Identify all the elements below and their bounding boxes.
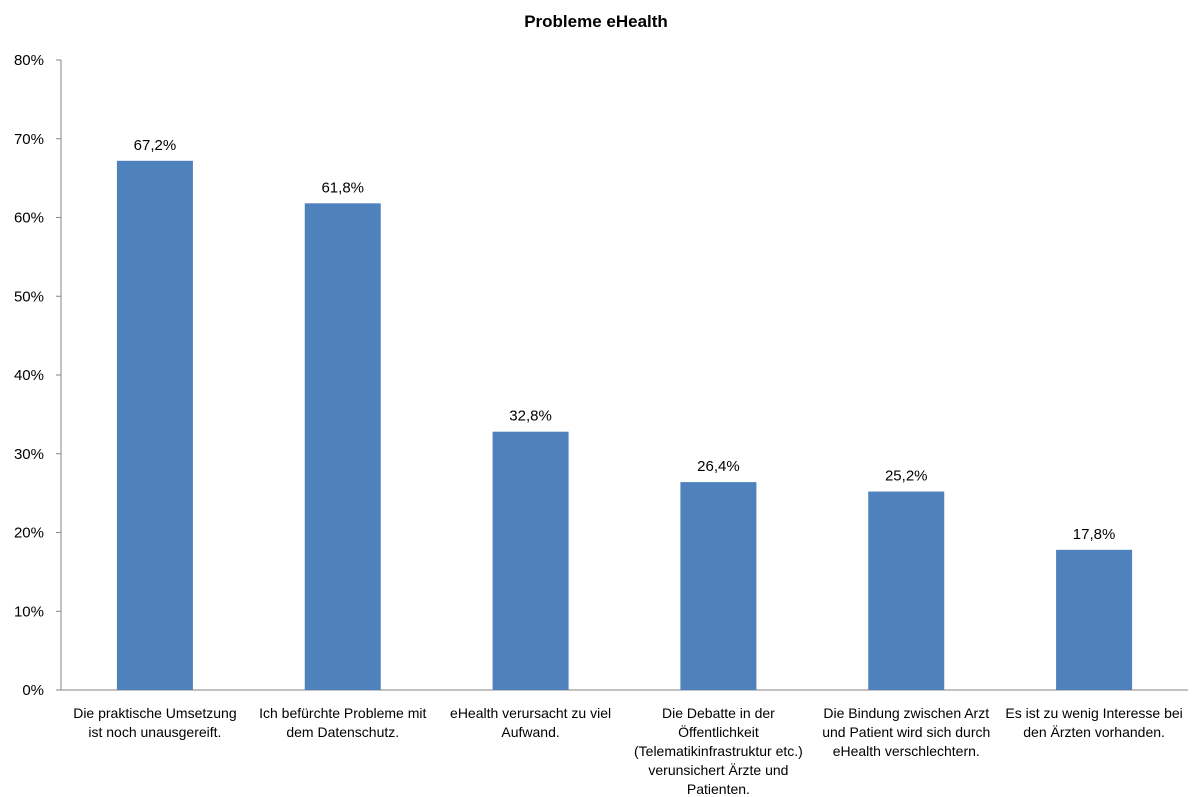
category-label-line: Ich befürchte Probleme mit <box>259 705 426 721</box>
data-label: 67,2% <box>134 137 177 154</box>
bar <box>868 491 945 690</box>
y-tick-label: 50% <box>14 288 44 305</box>
category-label: eHealth verursacht zu viel Aufwand. <box>450 705 611 740</box>
category-label-line: den Ärzten vorhanden. <box>1023 724 1165 740</box>
bar <box>1056 549 1133 690</box>
category-label-line: eHealth verursacht zu viel <box>450 705 611 721</box>
y-tick-label: 10% <box>14 603 44 620</box>
category-label-line: eHealth verschlechtern. <box>833 743 980 759</box>
category-label-line: dem Datenschutz. <box>286 724 399 740</box>
category-label-line: Die Debatte in der <box>662 705 775 721</box>
bar <box>304 203 381 690</box>
y-tick-label: 40% <box>14 367 44 384</box>
y-tick-label: 0% <box>22 682 44 699</box>
category-label-line: Aufwand. <box>501 724 559 740</box>
y-tick-label: 20% <box>14 525 44 542</box>
data-label: 61,8% <box>321 179 364 196</box>
data-label: 17,8% <box>1073 526 1116 543</box>
category-label: Es ist zu wenig Interesse bei den Ärzten … <box>1005 705 1182 740</box>
category-label-line: ist noch unausgereift. <box>88 724 221 740</box>
category-label-line: Die praktische Umsetzung <box>73 705 236 721</box>
category-label-line: Die Bindung zwischen Arzt <box>823 705 989 721</box>
category-label: Die Debatte in der Öffentlichkeit (Telemat… <box>634 705 803 797</box>
category-label-line: Es ist zu wenig Interesse bei <box>1005 705 1182 721</box>
y-tick-label: 80% <box>14 52 44 69</box>
category-label: Ich befürchte Probleme mit dem Datenschut… <box>259 705 426 740</box>
category-label-line: (Telematikinfrastruktur etc.) <box>634 743 803 759</box>
y-tick-label: 60% <box>14 210 44 227</box>
chart-title: Probleme eHealth <box>524 12 668 31</box>
data-label: 32,8% <box>509 408 552 425</box>
data-label: 26,4% <box>697 458 740 475</box>
category-label-line: und Patient wird sich durch <box>822 724 990 740</box>
bar <box>492 431 569 690</box>
category-label-line: Patienten. <box>687 781 750 797</box>
category-label: Die praktische Umsetzung ist noch unausge… <box>73 705 236 740</box>
bar <box>116 160 193 691</box>
category-label: Die Bindung zwischen Arzt und Patient wir… <box>822 705 990 759</box>
category-label-line: Öffentlichkeit <box>678 723 759 740</box>
y-tick-label: 30% <box>14 446 44 463</box>
category-label-line: verunsichert Ärzte und <box>648 762 788 778</box>
data-label: 25,2% <box>885 468 928 485</box>
bar <box>680 482 757 690</box>
y-tick-label: 70% <box>14 131 44 148</box>
